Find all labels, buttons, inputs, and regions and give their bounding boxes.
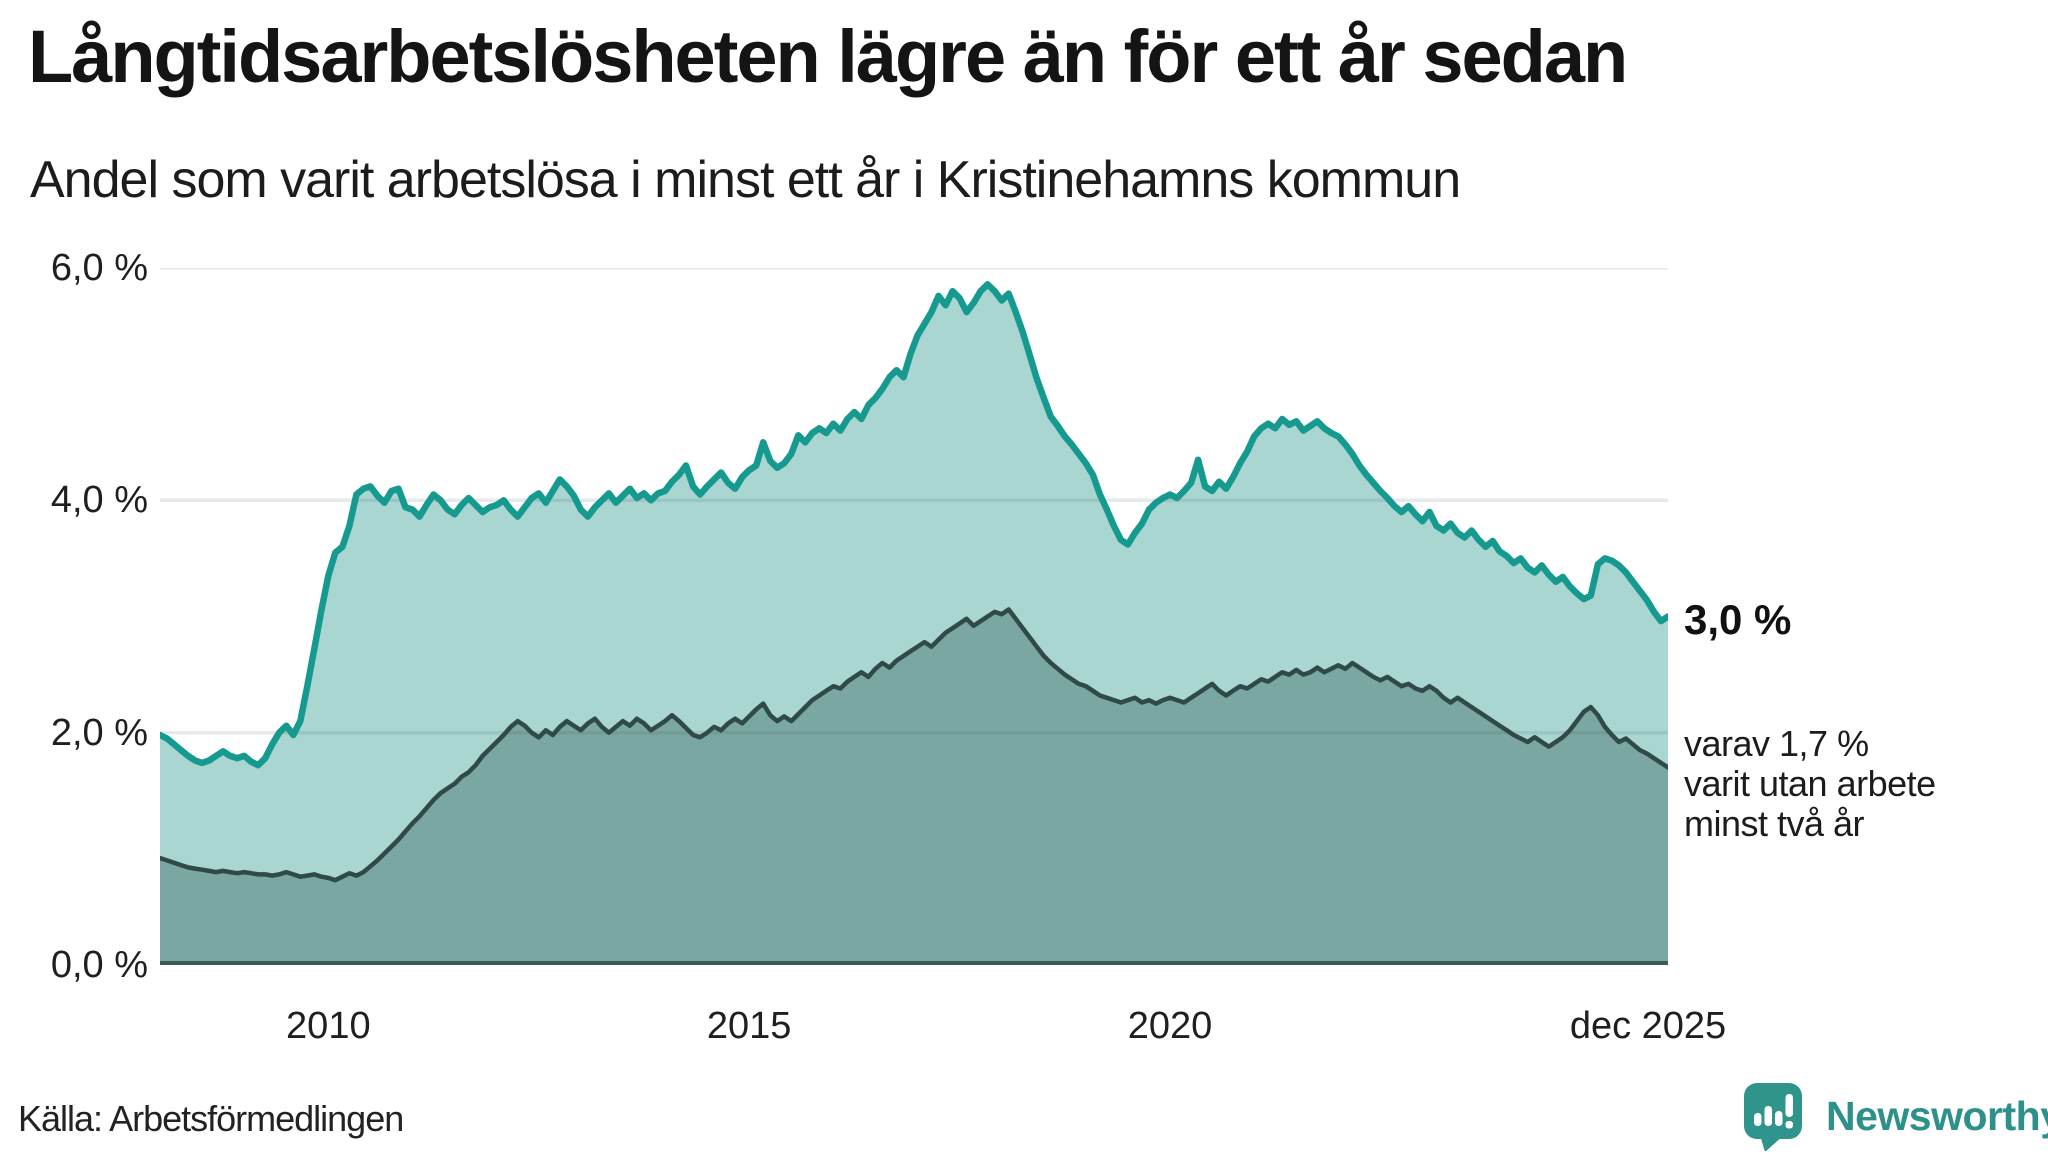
end-sub-annotation: varav 1,7 % varit utan arbete minst två år (1684, 724, 2024, 844)
brand-logo[interactable]: Newsworthy (1742, 1080, 2048, 1152)
x-tick-label-dec-2025: dec 2025 (1569, 1005, 1727, 1047)
y-tick-label-2: 2,0 % (50, 711, 148, 754)
end-value-annotation: 3,0 % (1684, 596, 1792, 643)
page-title: Långtidsarbetslösheten lägre än för ett … (28, 15, 1628, 98)
y-tick-label-0: 0,0 % (50, 944, 148, 986)
x-tick-label-2020: 2020 (1127, 1005, 1213, 1047)
end-sub-line: minst två år (1684, 803, 1865, 844)
brand-name: Newsworthy (1826, 1092, 2048, 1139)
end-sub-line: varav 1,7 % (1684, 723, 1869, 764)
y-tick-label-4: 4,0 % (50, 479, 148, 522)
y-tick-label-6: 6,0 % (50, 247, 148, 289)
x-tick-label-2010: 2010 (286, 1005, 371, 1047)
area-fill-series-1 (160, 609, 1668, 965)
series-line-0 (160, 281, 1668, 769)
series-line-1 (160, 607, 1668, 883)
end-sub-line: varit utan arbete (1684, 763, 1936, 804)
newsworthy-icon (1744, 1083, 1802, 1151)
chart-plot-area (160, 268, 1668, 965)
source-note: Källa: Arbetsförmedlingen (18, 1098, 404, 1139)
x-tick-label-2015: 2015 (706, 1005, 792, 1047)
chart-subtitle: Andel som varit arbetslösa i minst ett å… (30, 151, 1461, 209)
area-chart (160, 268, 1668, 965)
